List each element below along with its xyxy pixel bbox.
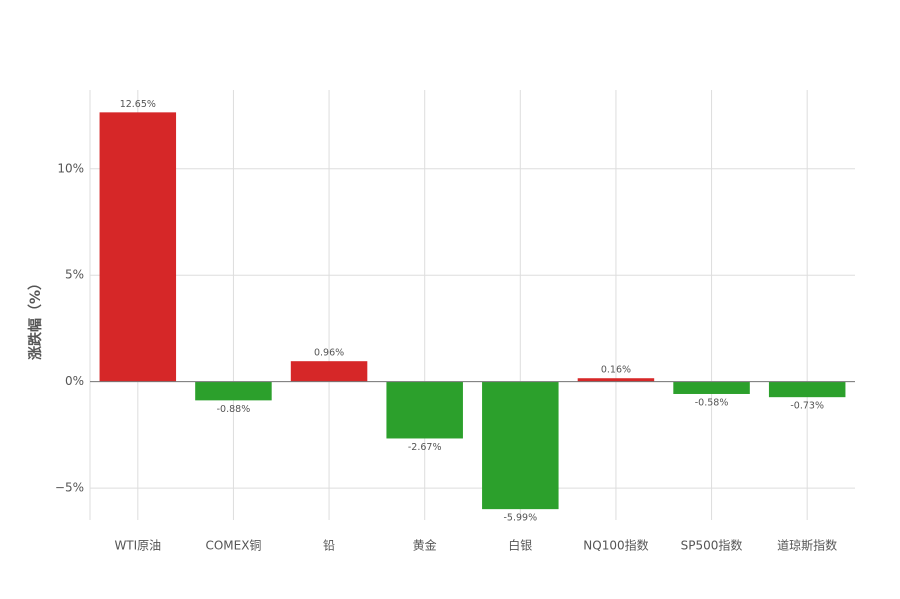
y-axis-label: 涨跌幅（%） (27, 276, 44, 360)
y-tick-label: 0% (65, 374, 84, 388)
x-tick-label: 黄金 (413, 538, 437, 553)
value-label: -0.58% (695, 397, 729, 408)
value-label: -2.67% (408, 442, 442, 453)
x-tick-label: 铅 (323, 539, 335, 553)
value-label: -0.88% (217, 404, 251, 415)
bar (482, 381, 559, 510)
x-tick-label: 白银 (508, 538, 532, 553)
bar (99, 112, 177, 382)
bar (386, 381, 463, 439)
value-label: 0.16% (601, 365, 631, 376)
bar (673, 381, 750, 394)
bar (577, 378, 655, 382)
bar (768, 381, 846, 398)
value-label: -5.99% (504, 513, 538, 524)
bar (290, 361, 368, 382)
value-label: 0.96% (314, 348, 344, 359)
value-label: -0.73% (790, 401, 824, 412)
y-tick-label: 10% (57, 161, 84, 175)
x-tick-label: COMEX铜 (205, 538, 261, 553)
x-tick-label: 道琼斯指数 (777, 538, 837, 553)
y-tick-label: −5% (55, 481, 84, 495)
y-tick-label: 5% (65, 268, 84, 282)
x-tick-label: WTI原油 (114, 539, 161, 553)
x-tick-label: SP500指数 (681, 538, 743, 553)
x-tick-label: NQ100指数 (583, 538, 648, 553)
bar (195, 381, 272, 401)
value-label: 12.65% (120, 99, 156, 110)
